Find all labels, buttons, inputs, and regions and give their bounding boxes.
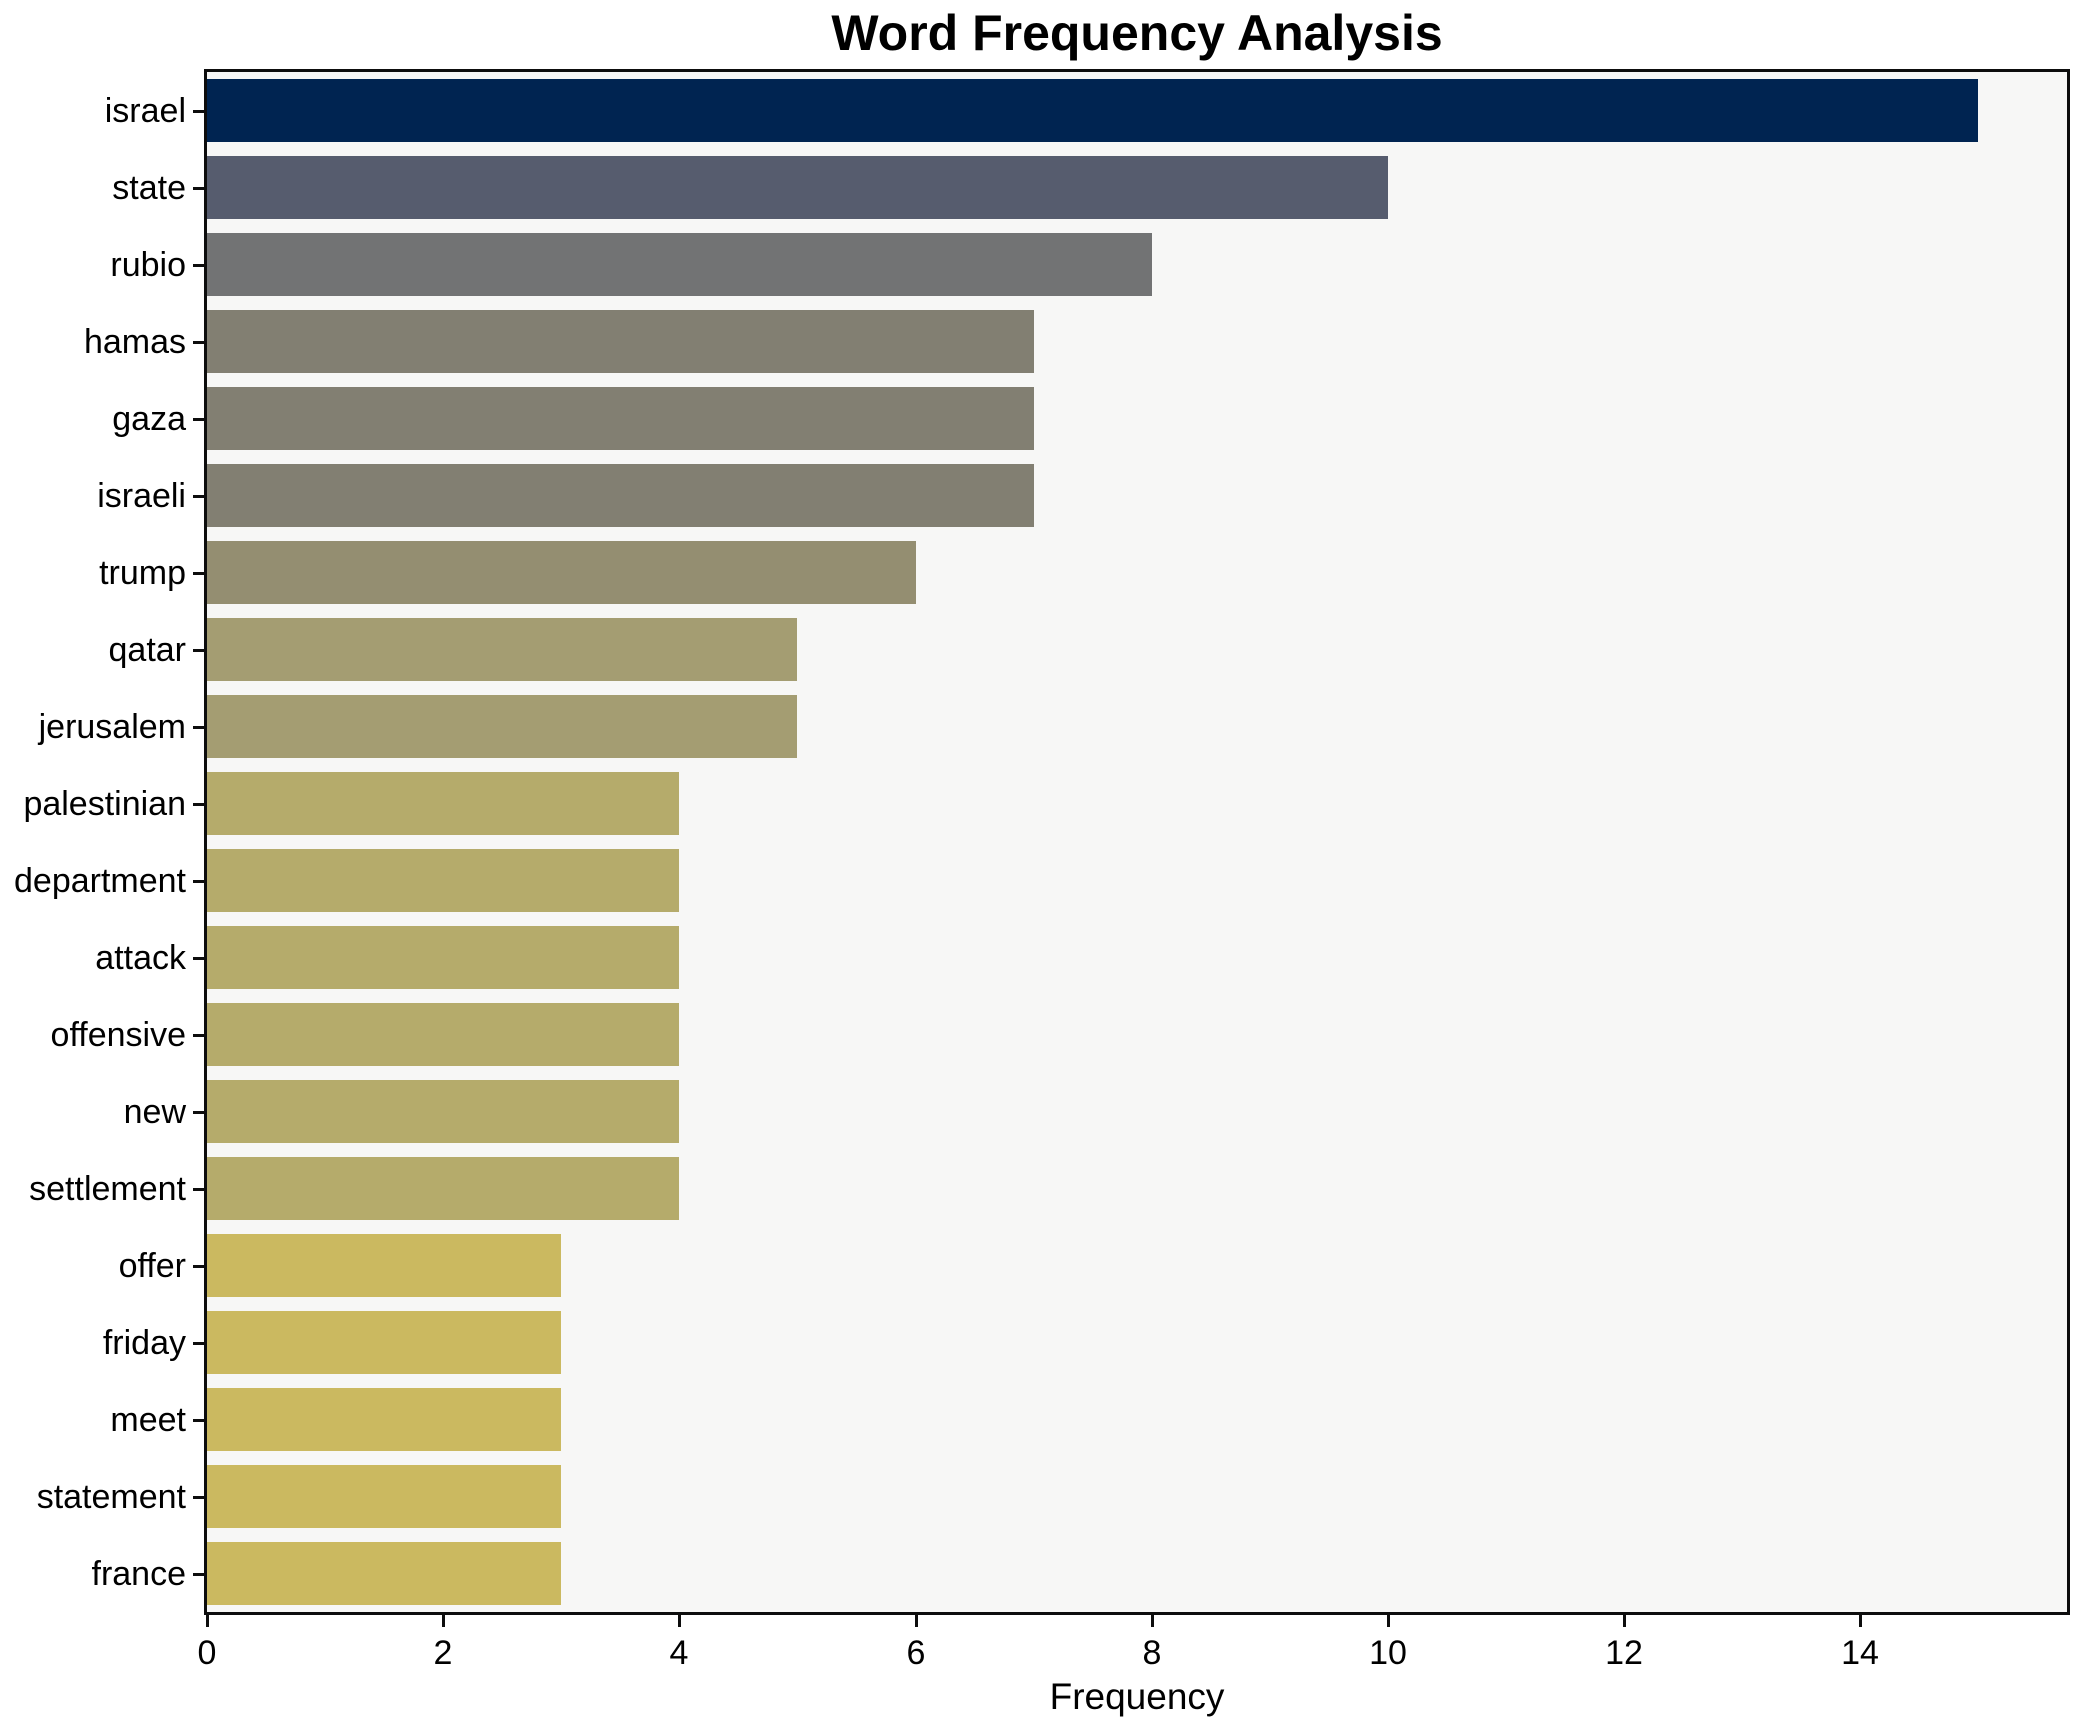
y-tick-label-palestinian: palestinian — [23, 785, 186, 823]
bar-meet — [207, 1388, 561, 1451]
chart-title: Word Frequency Analysis — [831, 5, 1443, 61]
y-tick-mark-palestinian — [193, 803, 205, 806]
y-tick-label-hamas: hamas — [83, 323, 186, 361]
y-tick-label-statement: statement — [36, 1478, 186, 1516]
bar-friday — [207, 1311, 561, 1374]
bar-rubio — [207, 233, 1152, 296]
x-tick-mark-14 — [1859, 1615, 1862, 1627]
y-tick-label-settlement: settlement — [29, 1170, 186, 1208]
x-tick-mark-8 — [1151, 1615, 1154, 1627]
bar-gaza — [207, 387, 1034, 450]
x-tick-label-12: 12 — [1605, 1634, 1643, 1672]
bar-settlement — [207, 1157, 679, 1220]
x-tick-label-6: 6 — [906, 1634, 926, 1672]
x-tick-mark-6 — [915, 1615, 918, 1627]
x-tick-label-4: 4 — [669, 1634, 689, 1672]
bar-statement — [207, 1465, 561, 1528]
y-tick-label-jerusalem: jerusalem — [38, 708, 186, 746]
y-tick-label-friday: friday — [102, 1324, 186, 1362]
y-tick-mark-gaza — [193, 418, 205, 421]
bar-hamas — [207, 310, 1034, 373]
y-tick-label-meet: meet — [110, 1401, 186, 1439]
y-tick-mark-settlement — [193, 1188, 205, 1191]
y-tick-label-offer: offer — [118, 1247, 186, 1285]
y-tick-mark-rubio — [193, 264, 205, 267]
bar-offer — [207, 1234, 561, 1297]
y-tick-label-gaza: gaza — [112, 400, 186, 438]
x-axis-label: Frequency — [1049, 1676, 1225, 1717]
y-tick-mark-statement — [193, 1496, 205, 1499]
y-tick-label-new: new — [123, 1093, 186, 1131]
y-tick-mark-department — [193, 880, 205, 883]
x-tick-label-8: 8 — [1142, 1634, 1162, 1672]
y-tick-mark-new — [193, 1111, 205, 1114]
y-tick-mark-trump — [193, 572, 205, 575]
bar-trump — [207, 541, 916, 604]
x-tick-label-10: 10 — [1369, 1634, 1407, 1672]
y-tick-mark-france — [193, 1573, 205, 1576]
y-tick-mark-hamas — [193, 341, 205, 344]
y-tick-mark-state — [193, 187, 205, 190]
x-tick-label-14: 14 — [1841, 1634, 1879, 1672]
x-tick-label-0: 0 — [197, 1634, 217, 1672]
y-tick-label-state: state — [112, 169, 186, 207]
bar-israeli — [207, 464, 1034, 527]
x-tick-mark-10 — [1387, 1615, 1390, 1627]
bar-state — [207, 156, 1388, 219]
y-tick-label-qatar: qatar — [108, 631, 187, 669]
x-tick-mark-4 — [678, 1615, 681, 1627]
y-tick-mark-meet — [193, 1419, 205, 1422]
y-tick-label-trump: trump — [99, 554, 186, 592]
bar-israel — [207, 79, 1978, 142]
plot-area — [204, 69, 2070, 1615]
y-tick-mark-israel — [193, 110, 205, 113]
bar-new — [207, 1080, 679, 1143]
y-tick-mark-jerusalem — [193, 726, 205, 729]
y-tick-label-israel: israel — [104, 92, 186, 130]
x-tick-mark-0 — [206, 1615, 209, 1627]
y-tick-label-attack: attack — [95, 939, 186, 977]
bar-france — [207, 1542, 561, 1605]
bar-jerusalem — [207, 695, 797, 758]
bar-attack — [207, 926, 679, 989]
y-tick-mark-qatar — [193, 649, 205, 652]
y-tick-mark-offensive — [193, 1034, 205, 1037]
y-tick-mark-offer — [193, 1265, 205, 1268]
y-tick-label-rubio: rubio — [110, 246, 186, 284]
x-tick-label-2: 2 — [433, 1634, 453, 1672]
bar-offensive — [207, 1003, 679, 1066]
y-tick-mark-friday — [193, 1342, 205, 1345]
y-tick-mark-israeli — [193, 495, 205, 498]
x-tick-mark-2 — [442, 1615, 445, 1627]
bar-department — [207, 849, 679, 912]
y-tick-label-offensive: offensive — [50, 1016, 186, 1054]
y-tick-label-israeli: israeli — [97, 477, 186, 515]
y-tick-label-department: department — [14, 862, 186, 900]
bar-palestinian — [207, 772, 679, 835]
y-tick-mark-attack — [193, 957, 205, 960]
bar-qatar — [207, 618, 797, 681]
y-tick-label-france: france — [91, 1555, 187, 1593]
x-tick-mark-12 — [1623, 1615, 1626, 1627]
